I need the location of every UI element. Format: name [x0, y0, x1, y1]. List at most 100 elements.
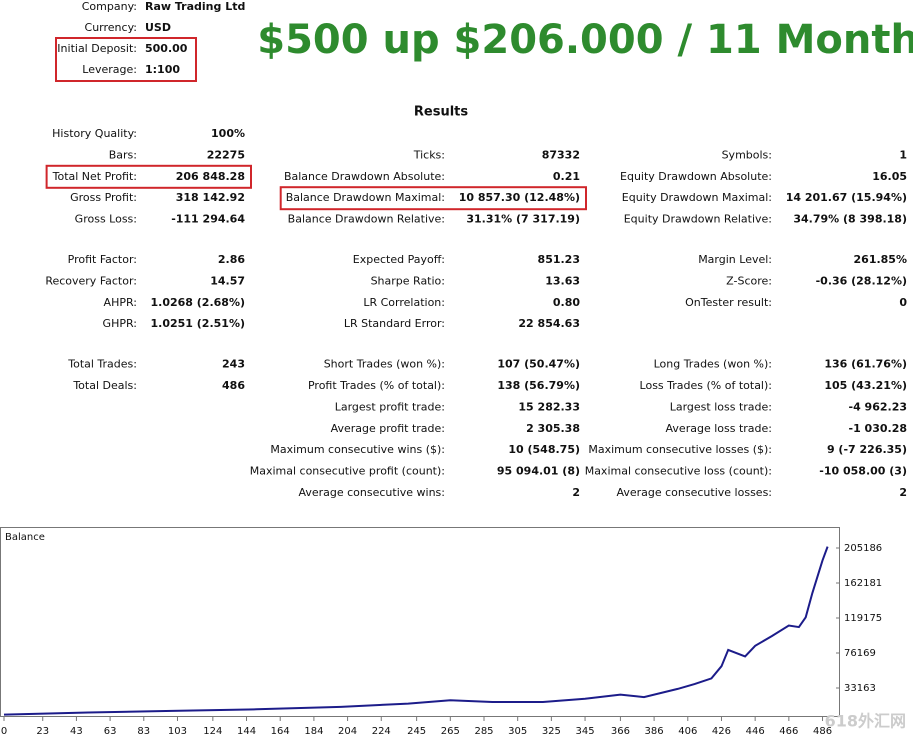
x-tick-label: 486	[813, 726, 832, 737]
x-tick-label: 285	[474, 726, 493, 737]
stat-label: Gross Profit:	[70, 191, 137, 204]
stat-value: 2	[572, 486, 580, 499]
stat-label: Average consecutive wins:	[298, 486, 445, 499]
stat-label: Expected Payoff:	[353, 253, 445, 266]
y-tick-label: 205186	[844, 543, 882, 554]
x-tick-label: 305	[508, 726, 527, 737]
stat-value: 318 142.92	[176, 191, 245, 204]
x-tick-label: 164	[271, 726, 290, 737]
field-value: 500.00	[145, 42, 188, 55]
y-tick-label: 33163	[844, 683, 876, 694]
x-tick-label: 224	[372, 726, 391, 737]
field-label: Initial Deposit:	[57, 42, 137, 55]
stat-label: GHPR:	[103, 317, 137, 330]
stat-label: OnTester result:	[685, 296, 772, 309]
stat-value: 243	[222, 358, 245, 371]
stat-value: 13.63	[545, 274, 580, 287]
stat-value: 9 (-7 226.35)	[827, 443, 907, 456]
stat-label: Symbols:	[722, 148, 772, 161]
stat-label: Maximum consecutive losses ($):	[588, 443, 772, 456]
stat-label: Total Deals:	[72, 379, 137, 392]
y-tick-label: 162181	[844, 578, 882, 589]
stat-value: 95 094.01 (8)	[497, 465, 580, 478]
field-label: Company:	[82, 0, 137, 13]
stat-value: -111 294.64	[171, 213, 245, 226]
stat-label: Maximal consecutive profit (count):	[250, 465, 445, 478]
stat-label: Margin Level:	[698, 253, 772, 266]
stat-label: Balance Drawdown Absolute:	[284, 170, 445, 183]
stat-value: -4 962.23	[849, 400, 908, 413]
stat-value: 10 857.30 (12.48%)	[459, 191, 580, 204]
stat-value: 486	[222, 379, 245, 392]
stat-value: 107 (50.47%)	[497, 358, 580, 371]
x-tick-label: 386	[645, 726, 664, 737]
stat-value: 138 (56.79%)	[497, 379, 580, 392]
watermark: 618外汇网	[825, 712, 906, 731]
stat-value: 105 (43.21%)	[824, 379, 907, 392]
stat-label: Equity Drawdown Maximal:	[622, 191, 772, 204]
stat-value: 0	[899, 296, 907, 309]
stat-value: 2 305.38	[526, 422, 580, 435]
balance-line	[3, 546, 829, 716]
results-title: Results	[414, 105, 468, 120]
x-tick-label: 23	[36, 726, 49, 737]
stat-value: 14.57	[210, 274, 245, 287]
field-value: 1:100	[145, 63, 180, 76]
stat-label: Balance Drawdown Maximal:	[286, 191, 445, 204]
stat-label: Gross Loss:	[75, 213, 137, 226]
stat-value: 31.31% (7 317.19)	[466, 213, 580, 226]
x-tick-label: 43	[70, 726, 83, 737]
x-tick-label: 83	[137, 726, 150, 737]
stat-label: Largest loss trade:	[670, 400, 772, 413]
stat-value: 261.85%	[854, 253, 907, 266]
chart-title: Balance	[5, 532, 45, 543]
stat-label: Profit Trades (% of total):	[308, 379, 445, 392]
stat-label: Balance Drawdown Relative:	[288, 213, 445, 226]
x-tick-label: 406	[678, 726, 697, 737]
stat-value: 0.21	[553, 170, 580, 183]
field-label: Currency:	[85, 21, 137, 34]
x-tick-label: 204	[338, 726, 357, 737]
stat-label: Total Trades:	[67, 358, 137, 371]
x-tick-label: 466	[779, 726, 798, 737]
stat-label: Recovery Factor:	[45, 274, 137, 287]
field-value: Raw Trading Ltd	[145, 0, 245, 13]
x-tick-label: 345	[576, 726, 595, 737]
stat-label: Z-Score:	[726, 274, 772, 287]
stat-value: 1.0268 (2.68%)	[151, 296, 246, 309]
stat-value: 22275	[207, 148, 245, 161]
x-tick-label: 325	[542, 726, 561, 737]
stat-value: 14 201.67 (15.94%)	[786, 191, 907, 204]
stat-label: Ticks:	[413, 148, 445, 161]
x-tick-label: 446	[746, 726, 765, 737]
stat-value: 136 (61.76%)	[824, 358, 907, 371]
stat-label: LR Standard Error:	[344, 317, 445, 330]
stat-value: 1	[899, 148, 907, 161]
stat-value: -1 030.28	[849, 422, 908, 435]
stat-label: Total Net Profit:	[52, 170, 137, 183]
stat-label: Equity Drawdown Relative:	[624, 213, 772, 226]
highlight-box	[45, 164, 252, 189]
stat-label: Maximal consecutive loss (count):	[585, 465, 772, 478]
x-tick-label: 265	[441, 726, 460, 737]
x-tick-label: 144	[237, 726, 256, 737]
highlight-box	[279, 186, 587, 211]
stat-label: History Quality:	[52, 127, 137, 140]
stat-value: 10 (548.75)	[508, 443, 580, 456]
stat-label: Long Trades (won %):	[654, 358, 772, 371]
stat-value: 16.05	[872, 170, 907, 183]
x-tick-label: 426	[712, 726, 731, 737]
stat-label: Average profit trade:	[331, 422, 445, 435]
stat-value: 2	[899, 486, 907, 499]
field-value: USD	[145, 21, 171, 34]
y-tick-label: 76169	[844, 648, 876, 659]
x-tick-label: 124	[203, 726, 222, 737]
stat-value: 22 854.63	[518, 317, 580, 330]
stat-value: 100%	[211, 127, 245, 140]
field-label: Leverage:	[82, 63, 137, 76]
stat-value: 1.0251 (2.51%)	[151, 317, 246, 330]
stat-label: Average consecutive losses:	[616, 486, 772, 499]
stat-label: AHPR:	[104, 296, 137, 309]
stat-label: Bars:	[109, 148, 137, 161]
x-tick-label: 184	[304, 726, 323, 737]
